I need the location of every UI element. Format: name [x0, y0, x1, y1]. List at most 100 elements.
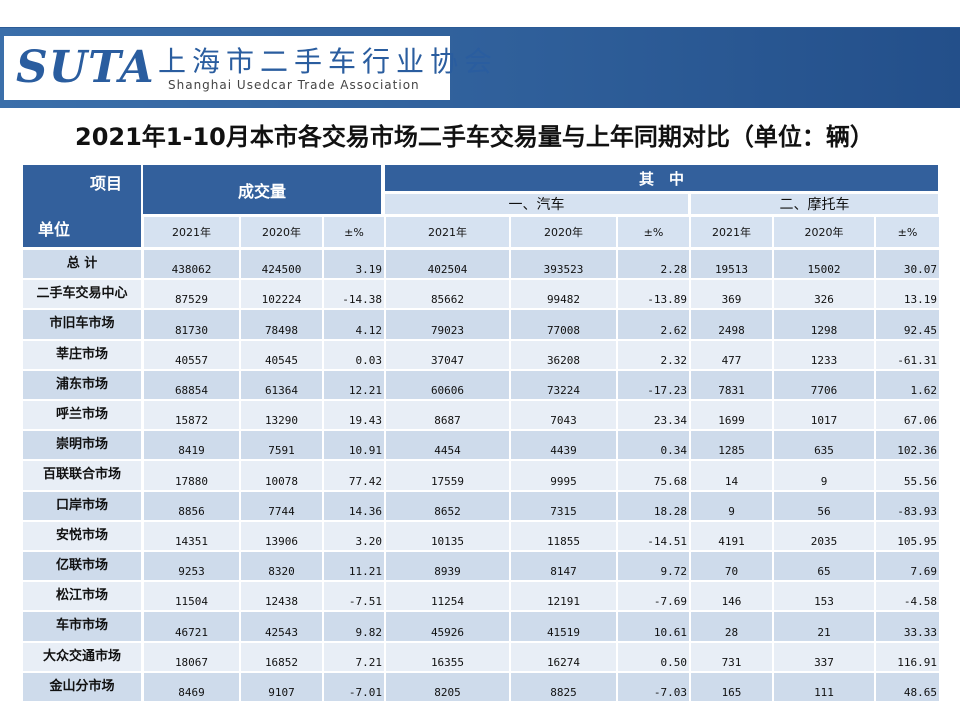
row-label: 浦东市场 [23, 371, 141, 399]
row-label: 亿联市场 [23, 552, 141, 580]
table-corner [23, 165, 141, 247]
table-cell: 1285 [691, 431, 772, 459]
table-cell: 9995 [511, 461, 616, 490]
table-cell: 78498 [241, 310, 322, 339]
table-cell: 9 [774, 461, 874, 490]
table-cell: 8320 [241, 552, 322, 580]
table-cell: 10.91 [324, 431, 384, 459]
table-cell: 8939 [386, 552, 509, 580]
column-header: 2020年 [241, 217, 322, 247]
table-cell: 37047 [386, 341, 509, 369]
corner-label-unit: 单位 [38, 220, 71, 239]
table-cell: 68854 [144, 371, 239, 399]
table-cell: 3.19 [324, 250, 384, 278]
table-cell: 477 [691, 341, 772, 369]
table-cell: 10.61 [618, 612, 689, 641]
table-cell: -14.38 [324, 280, 384, 308]
table-cell: 635 [774, 431, 874, 459]
table-cell: 1017 [774, 401, 874, 429]
table-cell: -7.01 [324, 673, 384, 701]
table-cell: 77.42 [324, 461, 384, 490]
table-cell: 23.34 [618, 401, 689, 429]
row-label: 车市市场 [23, 612, 141, 641]
row-label: 崇明市场 [23, 431, 141, 459]
table-cell: 15002 [774, 250, 874, 278]
table-cell: 10135 [386, 522, 509, 550]
column-header: 2020年 [774, 217, 874, 247]
table-cell: 165 [691, 673, 772, 701]
table-cell: 8205 [386, 673, 509, 701]
table-cell: 7831 [691, 371, 772, 399]
table-cell: -14.51 [618, 522, 689, 550]
column-header: 2021年 [144, 217, 239, 247]
table-cell: 12.21 [324, 371, 384, 399]
table-cell: -7.51 [324, 582, 384, 610]
row-label: 百联联合市场 [23, 461, 141, 490]
table-cell: 16852 [241, 643, 322, 671]
logo-panel [4, 36, 450, 100]
table-cell: 337 [774, 643, 874, 671]
column-header: ±% [324, 217, 384, 247]
table-cell: 7043 [511, 401, 616, 429]
table-cell: 19513 [691, 250, 772, 278]
row-label: 口岸市场 [23, 492, 141, 520]
table-cell: 7744 [241, 492, 322, 520]
column-header: ±% [618, 217, 689, 247]
table-cell: 2.62 [618, 310, 689, 339]
table-cell: 8469 [144, 673, 239, 701]
table-cell: 102224 [241, 280, 322, 308]
table-cell: 102.36 [876, 431, 939, 459]
subheader-moto: 二、摩托车 [691, 194, 938, 214]
table-cell: -17.23 [618, 371, 689, 399]
table-cell: 28 [691, 612, 772, 641]
table-cell: 75.68 [618, 461, 689, 490]
table-cell: 8856 [144, 492, 239, 520]
table-cell: 1.62 [876, 371, 939, 399]
table-cell: 7.21 [324, 643, 384, 671]
table-cell: 3.20 [324, 522, 384, 550]
table-cell: 9.82 [324, 612, 384, 641]
table-cell: 4454 [386, 431, 509, 459]
table-cell: 11.21 [324, 552, 384, 580]
table-cell: 0.50 [618, 643, 689, 671]
table-cell: 4191 [691, 522, 772, 550]
table-cell: 2.32 [618, 341, 689, 369]
page-title: 2021年1-10月本市各交易市场二手车交易量与上年同期对比（单位：辆） [75, 123, 874, 151]
table-cell: 4439 [511, 431, 616, 459]
table-cell: 55.56 [876, 461, 939, 490]
table-cell: 2.28 [618, 250, 689, 278]
table-cell: 17880 [144, 461, 239, 490]
table-cell: 14.36 [324, 492, 384, 520]
table-cell: 13906 [241, 522, 322, 550]
table-cell: 40557 [144, 341, 239, 369]
table-cell: 1298 [774, 310, 874, 339]
table-cell: 61364 [241, 371, 322, 399]
table-cell: 16355 [386, 643, 509, 671]
table-cell: 8147 [511, 552, 616, 580]
table-cell: 8687 [386, 401, 509, 429]
table-cell: 9 [691, 492, 772, 520]
table-cell: 105.95 [876, 522, 939, 550]
table-cell: 56 [774, 492, 874, 520]
table-cell: 79023 [386, 310, 509, 339]
table-cell: 9.72 [618, 552, 689, 580]
table-cell: 11504 [144, 582, 239, 610]
table-cell: 4.12 [324, 310, 384, 339]
table-cell: 2035 [774, 522, 874, 550]
table-cell: 77008 [511, 310, 616, 339]
table-cell: 7315 [511, 492, 616, 520]
table-cell: 73224 [511, 371, 616, 399]
table-cell: 13.19 [876, 280, 939, 308]
row-label: 金山分市场 [23, 673, 141, 701]
table-cell: 12438 [241, 582, 322, 610]
table-cell: 326 [774, 280, 874, 308]
row-label: 安悦市场 [23, 522, 141, 550]
table-cell: 9107 [241, 673, 322, 701]
table-cell: 7.69 [876, 552, 939, 580]
table-cell: 33.33 [876, 612, 939, 641]
table-cell: 8825 [511, 673, 616, 701]
group-header-total: 成交量 [143, 165, 381, 214]
table-cell: -83.93 [876, 492, 939, 520]
table-cell: 424500 [241, 250, 322, 278]
table-cell: 19.43 [324, 401, 384, 429]
